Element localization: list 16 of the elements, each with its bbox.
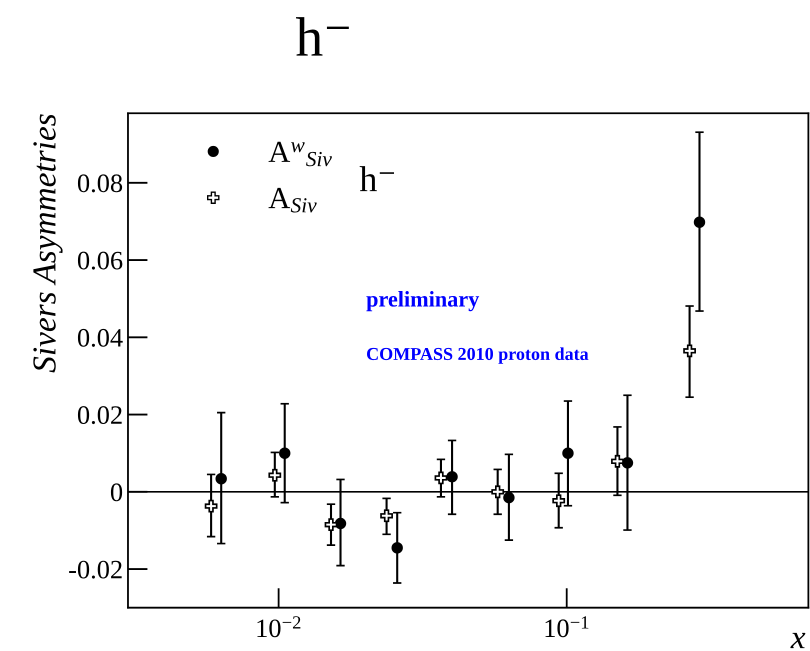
y-tick-label: 0.04 [78, 328, 123, 347]
y-tick-label: 0 [110, 483, 122, 502]
chart-title: h⁻ [296, 17, 349, 56]
x-tick-label: 10$^{−2}$ [257, 616, 300, 638]
legend-label: A$^{w}$$_{Siv}$ [268, 142, 332, 166]
x-tick-label: 10$^{−1}$ [546, 616, 588, 638]
annotation: COMPASS 2010 proton data [367, 347, 588, 364]
y-tick-label: 0.02 [78, 406, 122, 424]
y-tick-label: 0.06 [78, 252, 122, 270]
y-tick-label: -0.02 [69, 560, 122, 579]
annotation: h⁻ [360, 166, 394, 192]
legend-label: A$_{Siv}$ [268, 188, 317, 213]
y-axis-title: Sivers Asymmetries [33, 114, 63, 372]
annotation: preliminary [366, 291, 480, 312]
x-axis-title: x [790, 632, 806, 648]
y-tick-label: 0.08 [78, 174, 122, 192]
